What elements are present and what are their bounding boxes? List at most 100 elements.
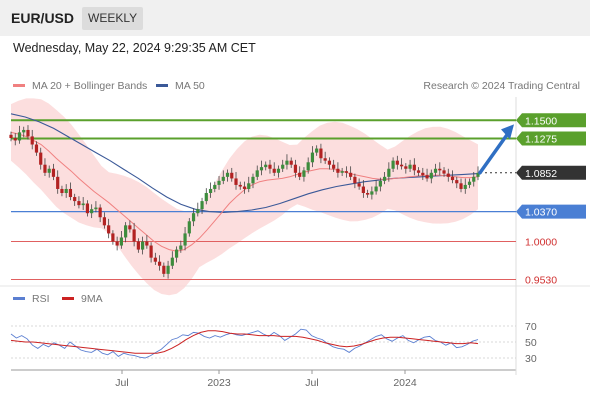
candle-body	[336, 168, 340, 173]
level-label-2: 1.0852	[525, 168, 557, 180]
candle-body	[242, 186, 247, 189]
candle-body	[204, 193, 208, 202]
candle-body	[251, 176, 255, 184]
x-tick-label-3: 2024	[393, 377, 417, 389]
candle-body	[208, 188, 213, 193]
candle-body	[349, 172, 353, 177]
candle-body	[399, 164, 404, 167]
candle-body	[361, 186, 365, 193]
candle-body	[234, 178, 238, 185]
candle-body	[378, 180, 382, 187]
level-label-5: 0.9530	[525, 274, 557, 286]
candle-body	[412, 164, 416, 171]
candle-body	[98, 207, 102, 218]
candle-body	[132, 229, 136, 242]
candle-body	[272, 168, 276, 173]
level-label-0: 1.1500	[525, 115, 557, 127]
candle-body	[467, 181, 472, 185]
candle-body	[111, 233, 115, 242]
candle-body	[119, 237, 123, 246]
x-tick-label-2: Jul	[305, 377, 318, 389]
candle-body	[128, 225, 132, 230]
candle-body	[344, 171, 348, 173]
candle-body	[357, 183, 361, 187]
candle-body	[472, 176, 476, 182]
candle-body	[276, 168, 281, 173]
candle-body	[187, 221, 191, 234]
candle-body	[153, 257, 157, 262]
candle-body	[450, 176, 455, 181]
candle-body	[64, 188, 68, 193]
candle-body	[47, 168, 51, 173]
candle-body	[81, 203, 85, 206]
candle-body	[340, 171, 344, 173]
candle-body	[416, 170, 421, 173]
candle-body	[306, 162, 310, 171]
candle-body	[115, 241, 119, 246]
rsi-ma-label: 9MA	[81, 293, 103, 305]
level-tag-1	[516, 131, 586, 146]
candle-body	[463, 184, 467, 189]
level-label-3: 1.0370	[525, 207, 557, 219]
candle-body	[157, 261, 162, 266]
candle-body	[73, 197, 77, 202]
candle-body	[34, 144, 39, 153]
rsi-swatch	[13, 296, 25, 300]
candle-body	[56, 176, 60, 189]
candle-body	[22, 129, 26, 133]
candle-body	[425, 175, 429, 179]
candle-body	[141, 241, 145, 250]
candle-body	[213, 184, 217, 189]
forecast-arrow-shaft	[478, 131, 510, 175]
level-label-1: 1.1275	[525, 133, 557, 145]
candle-body	[17, 132, 22, 141]
candle-body	[145, 241, 149, 246]
legend-ma50: MA 50	[156, 80, 205, 92]
level-tag-2	[516, 165, 586, 180]
candle-body	[9, 134, 13, 139]
candle-body	[183, 233, 187, 246]
symbol-title: EUR/USD	[11, 10, 75, 26]
legend-ma20: MA 20 + Bollinger Bands	[13, 80, 147, 92]
candle-body	[51, 168, 56, 177]
candle-body	[374, 186, 378, 192]
candle-body	[90, 209, 94, 214]
candle-body	[225, 172, 230, 177]
period-badge[interactable]: WEEKLY	[82, 7, 144, 30]
header-bar: EUR/USD WEEKLY	[0, 0, 590, 36]
level-label-4: 1.0000	[525, 237, 557, 249]
candle-body	[438, 168, 442, 171]
bollinger-band	[11, 98, 478, 296]
candle-body	[39, 152, 43, 165]
candle-body	[421, 172, 425, 176]
candle-body	[230, 172, 234, 179]
forecast-arrow-head	[501, 124, 514, 140]
candle-body	[281, 164, 285, 169]
candle-body	[353, 176, 357, 184]
candle-body	[162, 265, 166, 274]
candle-body	[26, 129, 30, 137]
rsi-series-1	[10, 330, 479, 354]
candle-body	[332, 164, 336, 169]
candle-body	[459, 183, 463, 189]
candle-body	[387, 168, 391, 177]
candle-body	[102, 217, 106, 226]
candle-body	[179, 245, 183, 250]
rsi-tick-1: 50	[525, 337, 537, 349]
candle-body	[196, 209, 200, 214]
copyright: Research © 2024 Trading Central	[423, 80, 580, 92]
ma50-label: MA 50	[175, 80, 205, 92]
candle-body	[327, 160, 332, 165]
candle-body	[200, 201, 204, 210]
candle-body	[43, 164, 47, 173]
candle-body	[174, 249, 179, 258]
candle-body	[476, 172, 480, 177]
legend-rsi-ma: 9MA	[62, 293, 103, 305]
candle-body	[315, 148, 319, 153]
candle-body	[264, 164, 268, 168]
candle-body	[285, 160, 289, 165]
candle-body	[247, 183, 251, 189]
candle-body	[455, 180, 459, 184]
rsi-tick-2: 30	[525, 353, 537, 365]
